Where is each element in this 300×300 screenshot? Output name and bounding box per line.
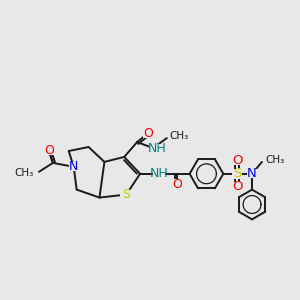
- Bar: [120, 190, 132, 200]
- Text: O: O: [232, 180, 242, 193]
- Text: O: O: [172, 178, 182, 191]
- Text: O: O: [232, 154, 242, 167]
- Text: S: S: [233, 167, 242, 180]
- Text: N: N: [247, 167, 257, 180]
- Text: O: O: [44, 145, 54, 158]
- Bar: [232, 182, 242, 191]
- Text: CH₃: CH₃: [170, 131, 189, 141]
- Bar: [44, 146, 54, 155]
- Text: NH: NH: [148, 142, 166, 154]
- Text: N: N: [69, 160, 78, 173]
- Bar: [149, 144, 163, 152]
- Bar: [232, 169, 242, 179]
- Bar: [153, 169, 165, 178]
- Bar: [232, 156, 242, 165]
- Text: NH: NH: [149, 167, 168, 180]
- Bar: [143, 129, 153, 138]
- Text: CH₃: CH₃: [265, 155, 284, 165]
- Text: CH₃: CH₃: [15, 168, 34, 178]
- Text: O: O: [143, 127, 153, 140]
- Bar: [247, 169, 257, 178]
- Text: S: S: [122, 188, 130, 201]
- Bar: [69, 162, 79, 171]
- Bar: [172, 179, 182, 188]
